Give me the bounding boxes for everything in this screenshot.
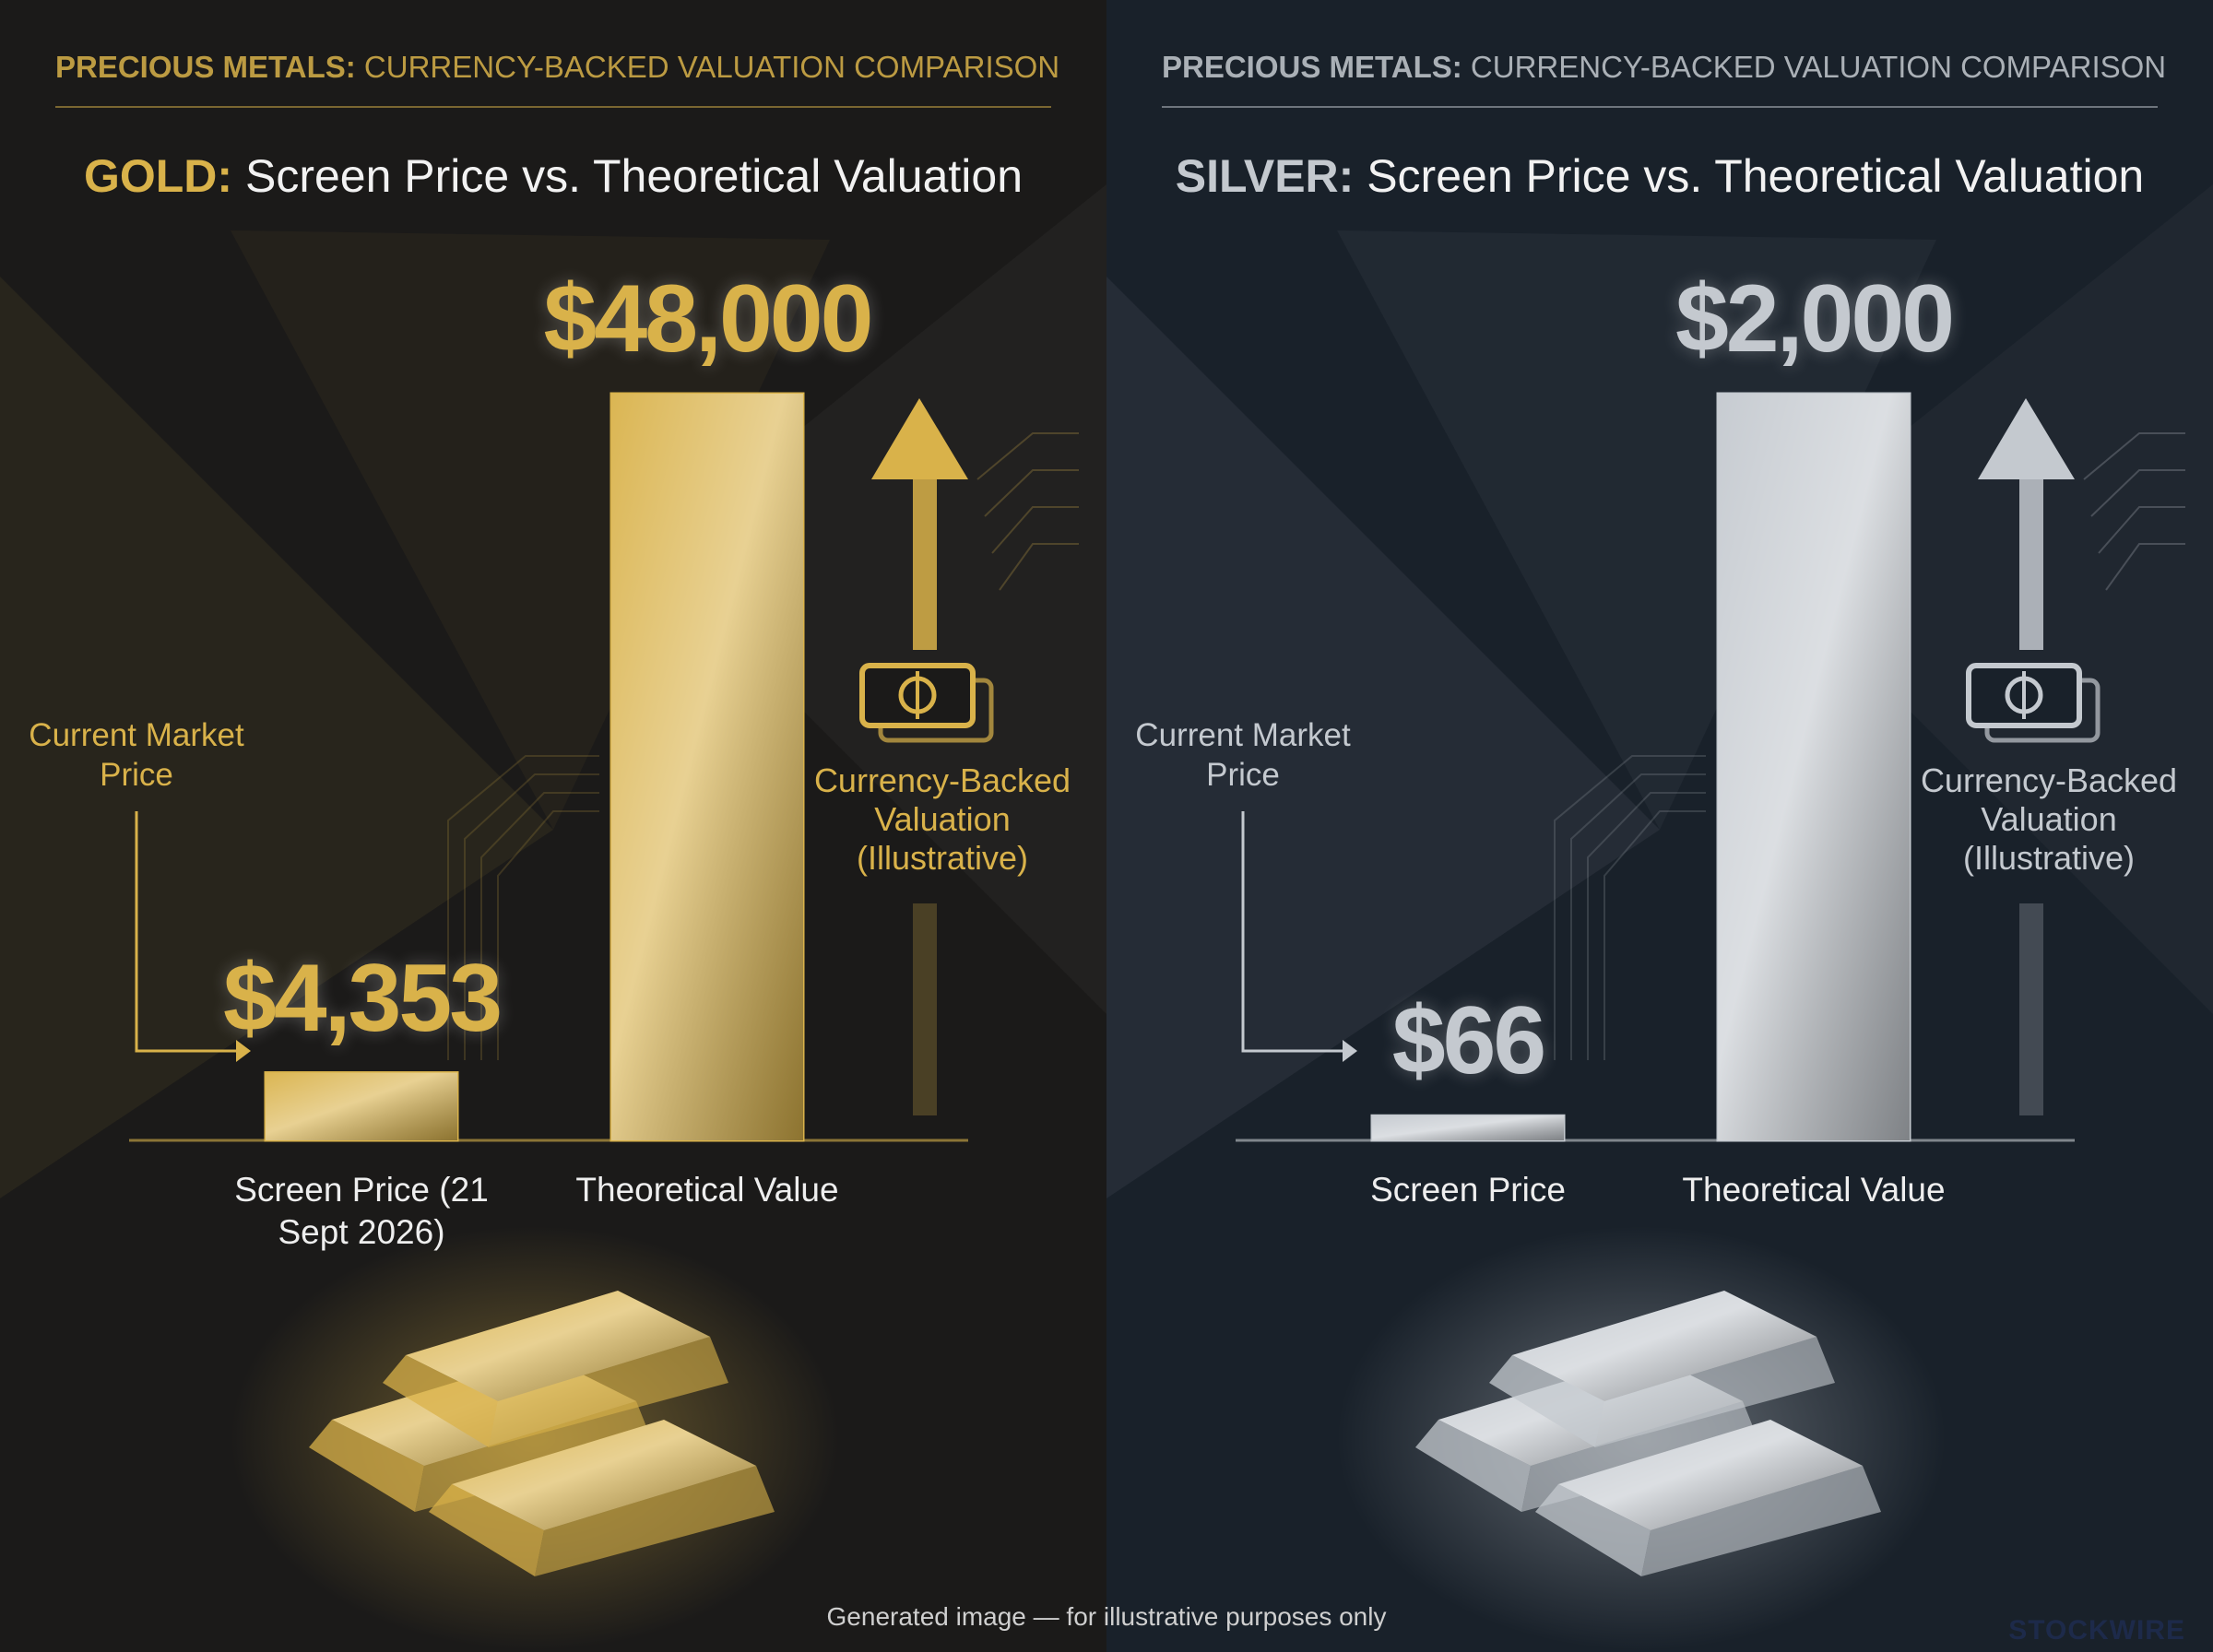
- annotation: Current Market Price: [1135, 717, 1351, 793]
- circuit-line: [480, 792, 599, 1060]
- arrow-shaft: [913, 903, 937, 1115]
- panel: [0, 0, 1106, 1652]
- ingot-side: [1535, 1484, 1651, 1576]
- value-label: $2,000: [1675, 266, 1955, 372]
- title: SILVER: Screen Price vs. Theoretical Val…: [1106, 149, 2213, 203]
- circuit-line: [991, 506, 1079, 554]
- ingot-front: [1641, 1466, 1881, 1576]
- circuit-line: [976, 432, 1079, 480]
- arrow-head: [1343, 1040, 1357, 1062]
- annotation: Currency-Backed Valuation (Illustrative): [1920, 761, 2178, 877]
- ingot-front: [535, 1466, 775, 1576]
- panel: [1106, 0, 2213, 1652]
- title-bold: GOLD:: [83, 150, 233, 202]
- ingot-top: [1512, 1291, 1817, 1401]
- backdrop-shape: [0, 277, 553, 1198]
- circuit-line: [984, 469, 1079, 517]
- value-label: $66: [1391, 987, 1547, 1095]
- ingot-front: [489, 1337, 728, 1447]
- category-label: Theoretical Value: [1682, 1171, 1946, 1209]
- supertitle-bold: PRECIOUS METALS:: [55, 50, 356, 84]
- ingot-front: [1595, 1337, 1835, 1447]
- supertitle-text: CURRENCY-BACKED VALUATION COMPARISON: [1470, 50, 2167, 84]
- circuit-line: [1604, 810, 1706, 1060]
- supertitle: PRECIOUS METALS: CURRENCY-BACKED VALUATI…: [1162, 50, 2166, 85]
- circuit-line: [1570, 773, 1706, 1060]
- circuit-line: [2083, 432, 2185, 480]
- circuit-line: [464, 773, 599, 1060]
- category-label: Screen Price (21 Sept 2026): [234, 1171, 489, 1251]
- arrow-head: [1978, 398, 2075, 479]
- arrow-head: [236, 1040, 251, 1062]
- annotation-arrow: [1241, 811, 1344, 1053]
- ingot-side: [1489, 1355, 1604, 1447]
- annotation: Currency-Backed Valuation (Illustrative): [813, 761, 1071, 877]
- category-label: Screen Price: [1370, 1171, 1566, 1209]
- category-label: Theoretical Value: [575, 1171, 839, 1209]
- circuit-line: [497, 810, 599, 1060]
- arrow-shaft: [2019, 475, 2043, 650]
- bar-sheen: [266, 1072, 457, 1140]
- supertitle: PRECIOUS METALS: CURRENCY-BACKED VALUATI…: [55, 50, 1059, 85]
- arrow-shaft: [913, 475, 937, 650]
- ingot-side: [429, 1484, 544, 1576]
- title-bold: SILVER:: [1175, 150, 1355, 202]
- value-label: $4,353: [222, 944, 503, 1052]
- backdrop-shape: [1337, 230, 1936, 830]
- circuit-line: [2098, 506, 2185, 554]
- circuit-line: [1554, 755, 1706, 1060]
- bar-sheen: [1718, 394, 1910, 1140]
- ingot-side: [309, 1420, 424, 1512]
- circuit-line: [447, 755, 599, 1060]
- circuit-line: [2090, 469, 2185, 517]
- title-text: Screen Price vs. Theoretical Valuation: [1367, 150, 2145, 202]
- title: GOLD: Screen Price vs. Theoretical Valua…: [0, 149, 1106, 203]
- arrow-head: [871, 398, 968, 479]
- ingot-top: [1558, 1420, 1863, 1530]
- arrow-shaft: [2019, 903, 2043, 1115]
- ingot-top: [406, 1291, 710, 1401]
- ingot-top: [452, 1420, 756, 1530]
- supertitle-bold: PRECIOUS METALS:: [1162, 50, 1462, 84]
- backdrop-shape: [231, 230, 830, 830]
- value-label: $48,000: [543, 266, 874, 372]
- ingot-side: [383, 1355, 498, 1447]
- supertitle-text: CURRENCY-BACKED VALUATION COMPARISON: [363, 50, 1060, 84]
- backdrop-shape: [1106, 277, 1660, 1198]
- circuit-line: [1587, 792, 1706, 1060]
- footer: Generated image — for illustrative purpo…: [826, 1602, 1387, 1631]
- bar-sheen: [611, 394, 803, 1140]
- watermark: STOCKWIRE: [2008, 1615, 2185, 1646]
- circuit-line: [2105, 543, 2185, 591]
- bar-sheen: [1372, 1115, 1564, 1140]
- annotation: Current Market Price: [29, 717, 244, 793]
- annotation-arrow: [135, 811, 238, 1053]
- ingot-side: [1415, 1420, 1531, 1512]
- title-text: Screen Price vs. Theoretical Valuation: [244, 150, 1024, 202]
- circuit-line: [999, 543, 1079, 591]
